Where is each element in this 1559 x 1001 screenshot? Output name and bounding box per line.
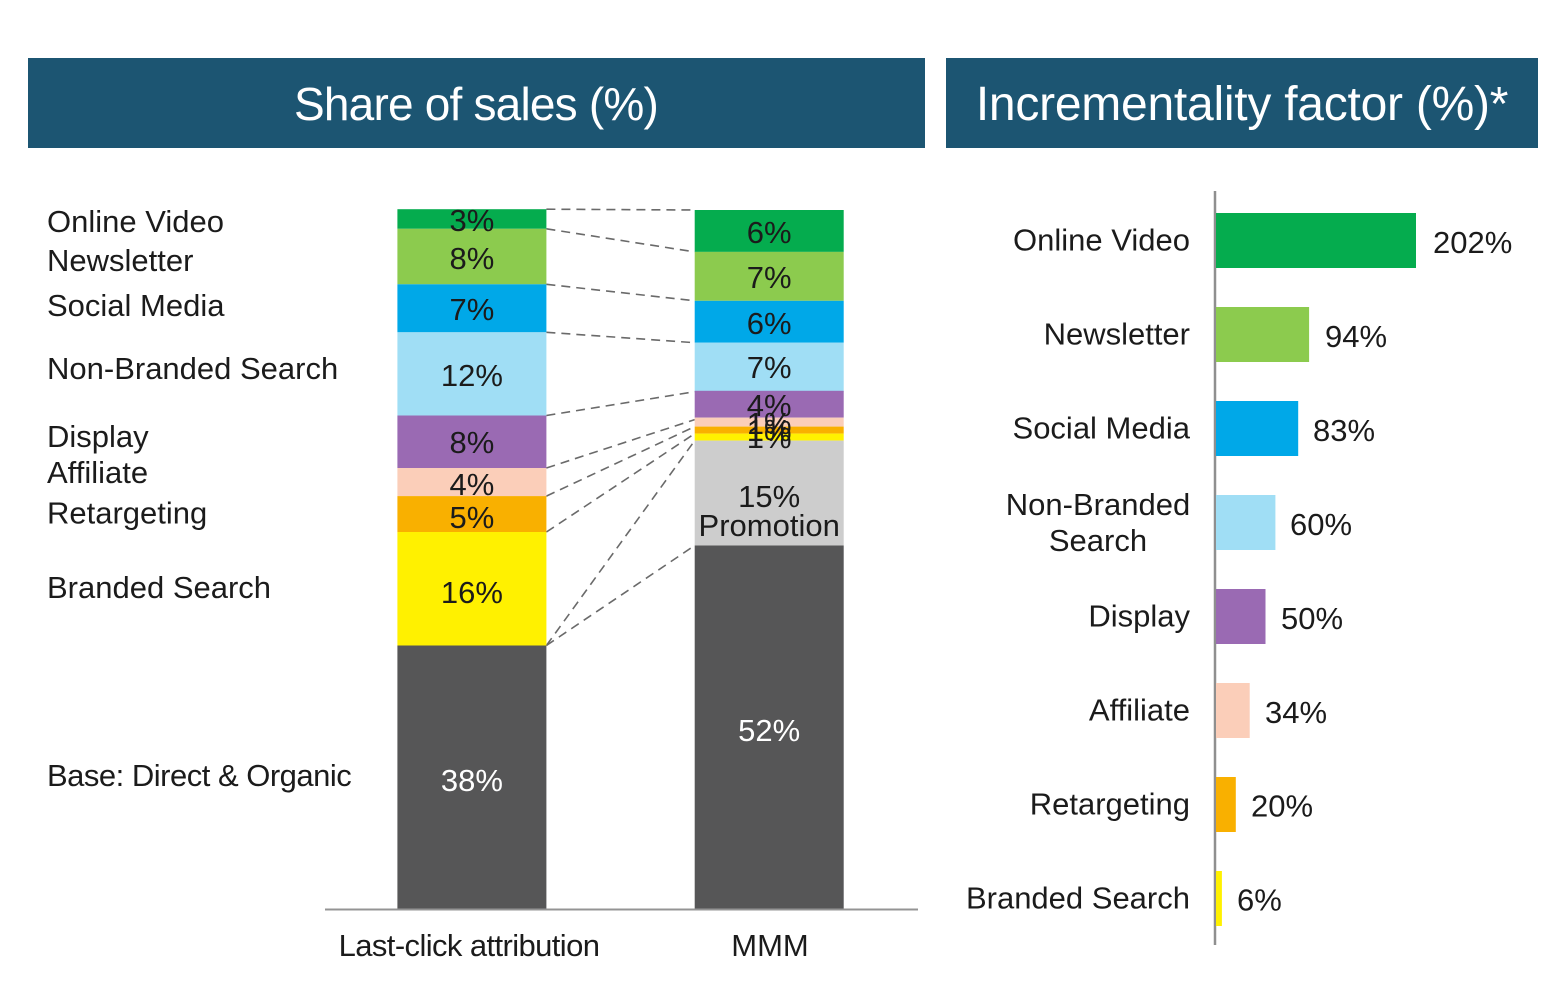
svg-text:Affiliate: Affiliate	[47, 455, 148, 490]
svg-text:20%: 20%	[1251, 789, 1313, 824]
svg-text:7%: 7%	[747, 350, 792, 385]
svg-text:Non-Branded: Non-Branded	[1006, 487, 1190, 522]
svg-text:Base: Direct & Organic: Base: Direct & Organic	[47, 758, 351, 793]
svg-text:Retargeting: Retargeting	[1030, 787, 1190, 822]
svg-text:3%: 3%	[449, 203, 494, 238]
svg-text:Social Media: Social Media	[47, 288, 225, 323]
svg-text:Online Video: Online Video	[1013, 223, 1190, 258]
svg-text:1%: 1%	[747, 406, 792, 441]
svg-text:1%: 1%	[747, 420, 792, 455]
svg-text:6%: 6%	[747, 306, 792, 341]
svg-text:12%: 12%	[441, 358, 503, 393]
svg-text:38%: 38%	[441, 763, 503, 798]
svg-text:50%: 50%	[1281, 601, 1343, 636]
svg-text:Affiliate: Affiliate	[1089, 693, 1190, 728]
svg-text:Social Media: Social Media	[1013, 411, 1191, 446]
svg-text:202%: 202%	[1433, 225, 1512, 260]
svg-text:Newsletter: Newsletter	[47, 243, 193, 278]
svg-text:6%: 6%	[747, 215, 792, 250]
svg-text:4%: 4%	[449, 467, 494, 502]
svg-text:34%: 34%	[1265, 695, 1327, 730]
svg-text:Retargeting: Retargeting	[47, 496, 207, 531]
svg-text:Incrementality factor (%)*: Incrementality factor (%)*	[976, 78, 1508, 131]
svg-text:15%: 15%	[738, 479, 800, 514]
svg-text:Newsletter: Newsletter	[1044, 317, 1190, 352]
svg-text:MMM: MMM	[731, 928, 808, 963]
svg-text:16%: 16%	[441, 575, 503, 610]
svg-text:Last-click attribution: Last-click attribution	[339, 928, 600, 963]
svg-text:7%: 7%	[449, 292, 494, 327]
svg-text:Search: Search	[1049, 523, 1147, 558]
svg-text:Display: Display	[47, 419, 149, 454]
svg-text:8%: 8%	[449, 241, 494, 276]
svg-text:7%: 7%	[747, 260, 792, 295]
svg-text:Online Video: Online Video	[47, 204, 224, 239]
svg-text:6%: 6%	[1237, 883, 1282, 918]
svg-text:94%: 94%	[1325, 319, 1387, 354]
svg-text:8%: 8%	[449, 425, 494, 460]
svg-text:1%: 1%	[747, 413, 792, 448]
svg-text:52%: 52%	[738, 713, 800, 748]
svg-text:Share of sales (%): Share of sales (%)	[294, 78, 658, 130]
svg-text:Display: Display	[1088, 599, 1190, 634]
svg-text:60%: 60%	[1290, 507, 1352, 542]
svg-text:83%: 83%	[1313, 413, 1375, 448]
svg-text:Non-Branded Search: Non-Branded Search	[47, 351, 338, 386]
svg-text:4%: 4%	[747, 388, 792, 423]
svg-text:Branded Search: Branded Search	[47, 570, 271, 605]
svg-text:5%: 5%	[449, 500, 494, 535]
svg-text:Promotion: Promotion	[699, 508, 840, 543]
svg-text:Branded Search: Branded Search	[966, 881, 1190, 916]
